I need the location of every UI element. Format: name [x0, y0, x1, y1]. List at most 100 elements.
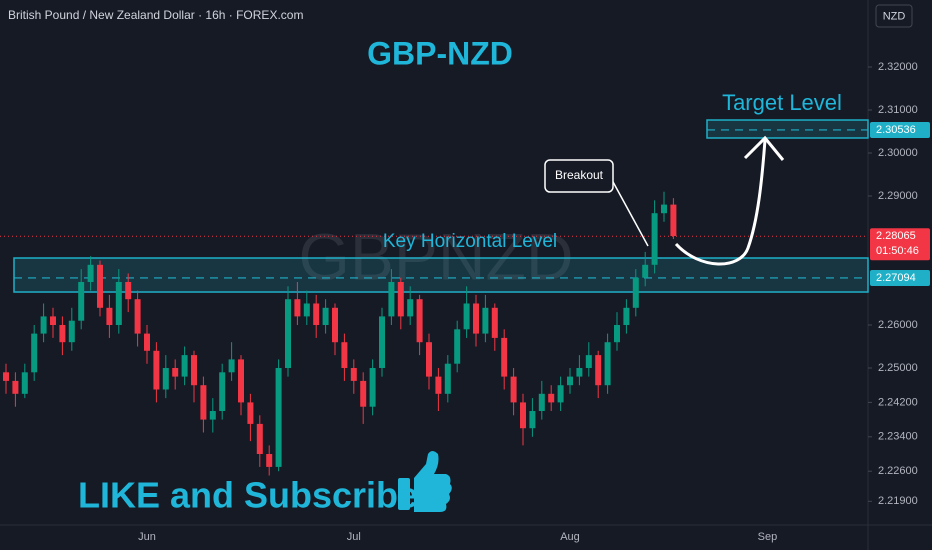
- candle-body: [181, 355, 188, 377]
- price-label: 2.27094: [876, 272, 916, 284]
- arrow-head: [743, 135, 785, 161]
- candle-body: [501, 337, 508, 377]
- candle-body: [670, 204, 677, 236]
- currency: NZD: [883, 10, 906, 22]
- y-tick-label: 2.21900: [878, 495, 918, 507]
- candle-body: [247, 402, 254, 424]
- x-tick-label: Jun: [138, 531, 156, 543]
- candle-body: [97, 264, 103, 308]
- y-tick-label: 2.32000: [878, 61, 918, 73]
- candle-body: [115, 282, 122, 326]
- x-tick-label: Jul: [347, 531, 361, 543]
- cta-text: LIKE and Subscribe: [78, 475, 418, 516]
- candle-body: [144, 333, 150, 351]
- candle-body: [50, 316, 56, 326]
- candle-body: [78, 282, 85, 321]
- y-tick-label: 2.22600: [878, 465, 918, 477]
- candle-body: [463, 303, 470, 330]
- candle-body: [538, 393, 545, 412]
- candle-body: [313, 303, 320, 326]
- candle-body: [275, 368, 282, 467]
- candle-body: [520, 402, 526, 429]
- candle-body: [576, 368, 583, 377]
- candle-body: [435, 376, 442, 394]
- candle-body: [134, 299, 141, 334]
- candle-body: [341, 342, 348, 369]
- candle-body: [661, 204, 667, 214]
- candle-body: [614, 325, 620, 343]
- candle-body: [604, 342, 611, 386]
- candle-body: [228, 359, 235, 373]
- thumb-cuff: [398, 478, 410, 510]
- candle-body: [388, 282, 395, 317]
- candle-body: [200, 385, 207, 420]
- candle-body: [510, 376, 517, 403]
- candle-body: [3, 372, 9, 381]
- last-price-label: 2.28065: [876, 230, 916, 242]
- candle-body: [191, 355, 197, 386]
- y-tick-label: 2.30000: [878, 147, 918, 159]
- candle-body: [379, 316, 385, 369]
- candle-body: [40, 316, 47, 334]
- candle-body: [125, 282, 132, 300]
- last-price-bg: [870, 228, 930, 261]
- candle-body: [397, 282, 404, 317]
- price-label: 2.30536: [876, 124, 916, 136]
- currency-box: [875, 4, 913, 28]
- candle-body: [87, 264, 94, 283]
- countdown: 01:50:46: [876, 245, 919, 257]
- candle-body: [285, 299, 291, 369]
- candle-body: [153, 350, 160, 390]
- candle-body: [426, 342, 432, 377]
- candle-body: [529, 411, 536, 429]
- candle-body: [360, 380, 367, 407]
- candle-body: [651, 213, 658, 265]
- candle-body: [454, 329, 461, 364]
- candle-body: [12, 380, 19, 394]
- watermark: GBPNZD: [298, 219, 573, 293]
- candle-body: [256, 423, 263, 455]
- candle-body: [303, 303, 310, 317]
- candle-body: [444, 363, 451, 394]
- x-tick-label: Aug: [560, 531, 580, 543]
- candle-body: [238, 359, 244, 403]
- candle-body: [548, 393, 555, 403]
- level-name: Target Level: [722, 90, 842, 115]
- candle-body: [162, 368, 169, 390]
- candle-body: [369, 368, 376, 407]
- candle-body: [632, 277, 639, 308]
- y-tick-label: 2.25000: [878, 362, 918, 374]
- breakout-label: Breakout: [555, 168, 604, 182]
- callout-box: [544, 159, 614, 193]
- candle-body: [642, 264, 649, 278]
- candle-body: [68, 320, 75, 343]
- y-tick-label: 2.29000: [878, 190, 918, 202]
- candle-body: [595, 355, 602, 386]
- y-tick-label: 2.26000: [878, 319, 918, 331]
- price-label-bg: [870, 121, 930, 138]
- candle-body: [567, 376, 573, 386]
- candle-body: [416, 299, 423, 343]
- thumbs-up-icon: [398, 451, 452, 512]
- candle-body: [473, 303, 479, 334]
- y-tick-label: 2.23400: [878, 431, 918, 443]
- symbol-header: British Pound / New Zealand Dollar · 16h…: [8, 8, 303, 22]
- x-tick-label: Sep: [758, 531, 778, 543]
- level-zone: [13, 257, 869, 293]
- y-tick-label: 2.24200: [878, 396, 918, 408]
- candle-body: [332, 307, 338, 343]
- candle-body: [585, 355, 592, 369]
- candle-body: [106, 307, 113, 326]
- candle-body: [557, 385, 564, 403]
- candle-body: [407, 299, 414, 317]
- chart-title: GBP-NZD: [367, 35, 513, 71]
- projection-arrow: [674, 139, 767, 266]
- candle-body: [31, 333, 38, 373]
- candle-body: [350, 368, 357, 381]
- candle-body: [491, 307, 498, 338]
- level-name: Key Horizontal Level: [383, 231, 557, 252]
- callout-pointer: [611, 179, 649, 247]
- candle-body: [209, 411, 216, 420]
